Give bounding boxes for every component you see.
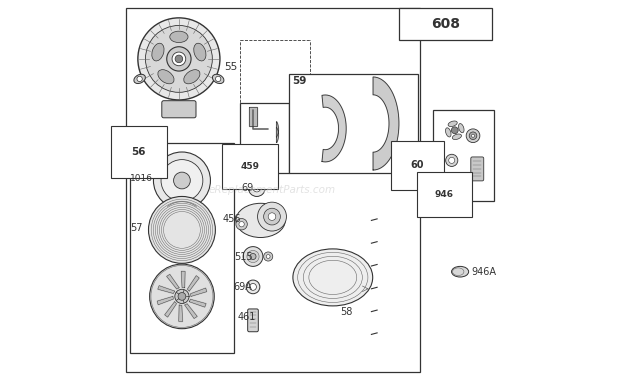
Circle shape (246, 280, 260, 294)
Ellipse shape (459, 124, 464, 133)
Circle shape (167, 47, 191, 71)
Circle shape (138, 18, 220, 100)
Text: 461: 461 (238, 312, 256, 322)
Bar (126, 8, 420, 372)
Circle shape (469, 132, 477, 139)
Polygon shape (185, 304, 197, 318)
Text: 57: 57 (130, 223, 143, 233)
Ellipse shape (451, 266, 469, 277)
Bar (240, 103, 289, 173)
Text: 56: 56 (131, 147, 146, 157)
Polygon shape (158, 286, 175, 293)
Circle shape (250, 283, 257, 290)
Polygon shape (277, 122, 278, 143)
Circle shape (449, 157, 455, 163)
Circle shape (253, 184, 260, 192)
Circle shape (174, 172, 190, 189)
Circle shape (216, 76, 221, 82)
Circle shape (149, 196, 215, 263)
Circle shape (446, 154, 458, 166)
Bar (399, 8, 492, 40)
Text: 55: 55 (224, 62, 237, 71)
Circle shape (267, 255, 270, 258)
Text: 69A: 69A (233, 282, 252, 292)
Circle shape (247, 250, 259, 263)
Ellipse shape (158, 70, 174, 84)
Text: 608: 608 (432, 17, 460, 31)
Circle shape (466, 129, 480, 142)
Circle shape (149, 264, 215, 329)
Circle shape (471, 134, 474, 137)
Text: eReplacementParts.com: eReplacementParts.com (208, 185, 335, 195)
Bar (130, 142, 234, 353)
Circle shape (178, 293, 186, 300)
Polygon shape (189, 299, 206, 307)
Ellipse shape (152, 43, 164, 61)
Circle shape (243, 247, 263, 266)
Text: 459: 459 (241, 162, 259, 171)
Bar (433, 110, 494, 201)
Bar (289, 74, 418, 173)
Circle shape (236, 218, 247, 230)
Circle shape (137, 76, 142, 82)
Circle shape (146, 25, 212, 92)
Circle shape (250, 253, 256, 260)
Ellipse shape (236, 203, 285, 238)
Circle shape (172, 52, 186, 66)
Circle shape (451, 127, 458, 134)
Text: 69: 69 (242, 183, 254, 193)
Circle shape (161, 160, 203, 201)
Circle shape (249, 180, 265, 196)
Circle shape (175, 55, 183, 63)
Text: 946: 946 (435, 190, 454, 199)
Circle shape (264, 208, 280, 225)
Text: 58: 58 (340, 307, 353, 317)
Ellipse shape (446, 128, 451, 137)
Polygon shape (249, 106, 257, 125)
Circle shape (268, 213, 276, 220)
Ellipse shape (194, 43, 206, 61)
Text: 946A: 946A (471, 267, 497, 277)
Polygon shape (181, 271, 185, 288)
Ellipse shape (448, 121, 457, 127)
Circle shape (175, 289, 189, 304)
Ellipse shape (453, 134, 461, 139)
Circle shape (257, 202, 286, 231)
Ellipse shape (170, 31, 188, 43)
Polygon shape (167, 274, 179, 289)
Text: 1016: 1016 (130, 174, 153, 183)
Circle shape (264, 252, 273, 261)
Polygon shape (373, 77, 399, 170)
Ellipse shape (134, 74, 145, 84)
Text: 59: 59 (292, 76, 306, 86)
Polygon shape (322, 95, 346, 162)
Ellipse shape (213, 74, 224, 84)
Text: 456: 456 (223, 214, 241, 223)
FancyBboxPatch shape (162, 101, 196, 118)
Circle shape (239, 222, 244, 227)
Circle shape (153, 152, 210, 209)
Polygon shape (187, 276, 199, 291)
Polygon shape (165, 302, 177, 317)
FancyBboxPatch shape (247, 309, 259, 332)
Polygon shape (179, 305, 182, 321)
Polygon shape (157, 296, 174, 305)
Polygon shape (190, 288, 206, 296)
Ellipse shape (184, 70, 200, 84)
Text: 515: 515 (234, 252, 252, 261)
FancyBboxPatch shape (471, 157, 484, 181)
Text: 60: 60 (410, 160, 424, 170)
Ellipse shape (293, 249, 373, 306)
